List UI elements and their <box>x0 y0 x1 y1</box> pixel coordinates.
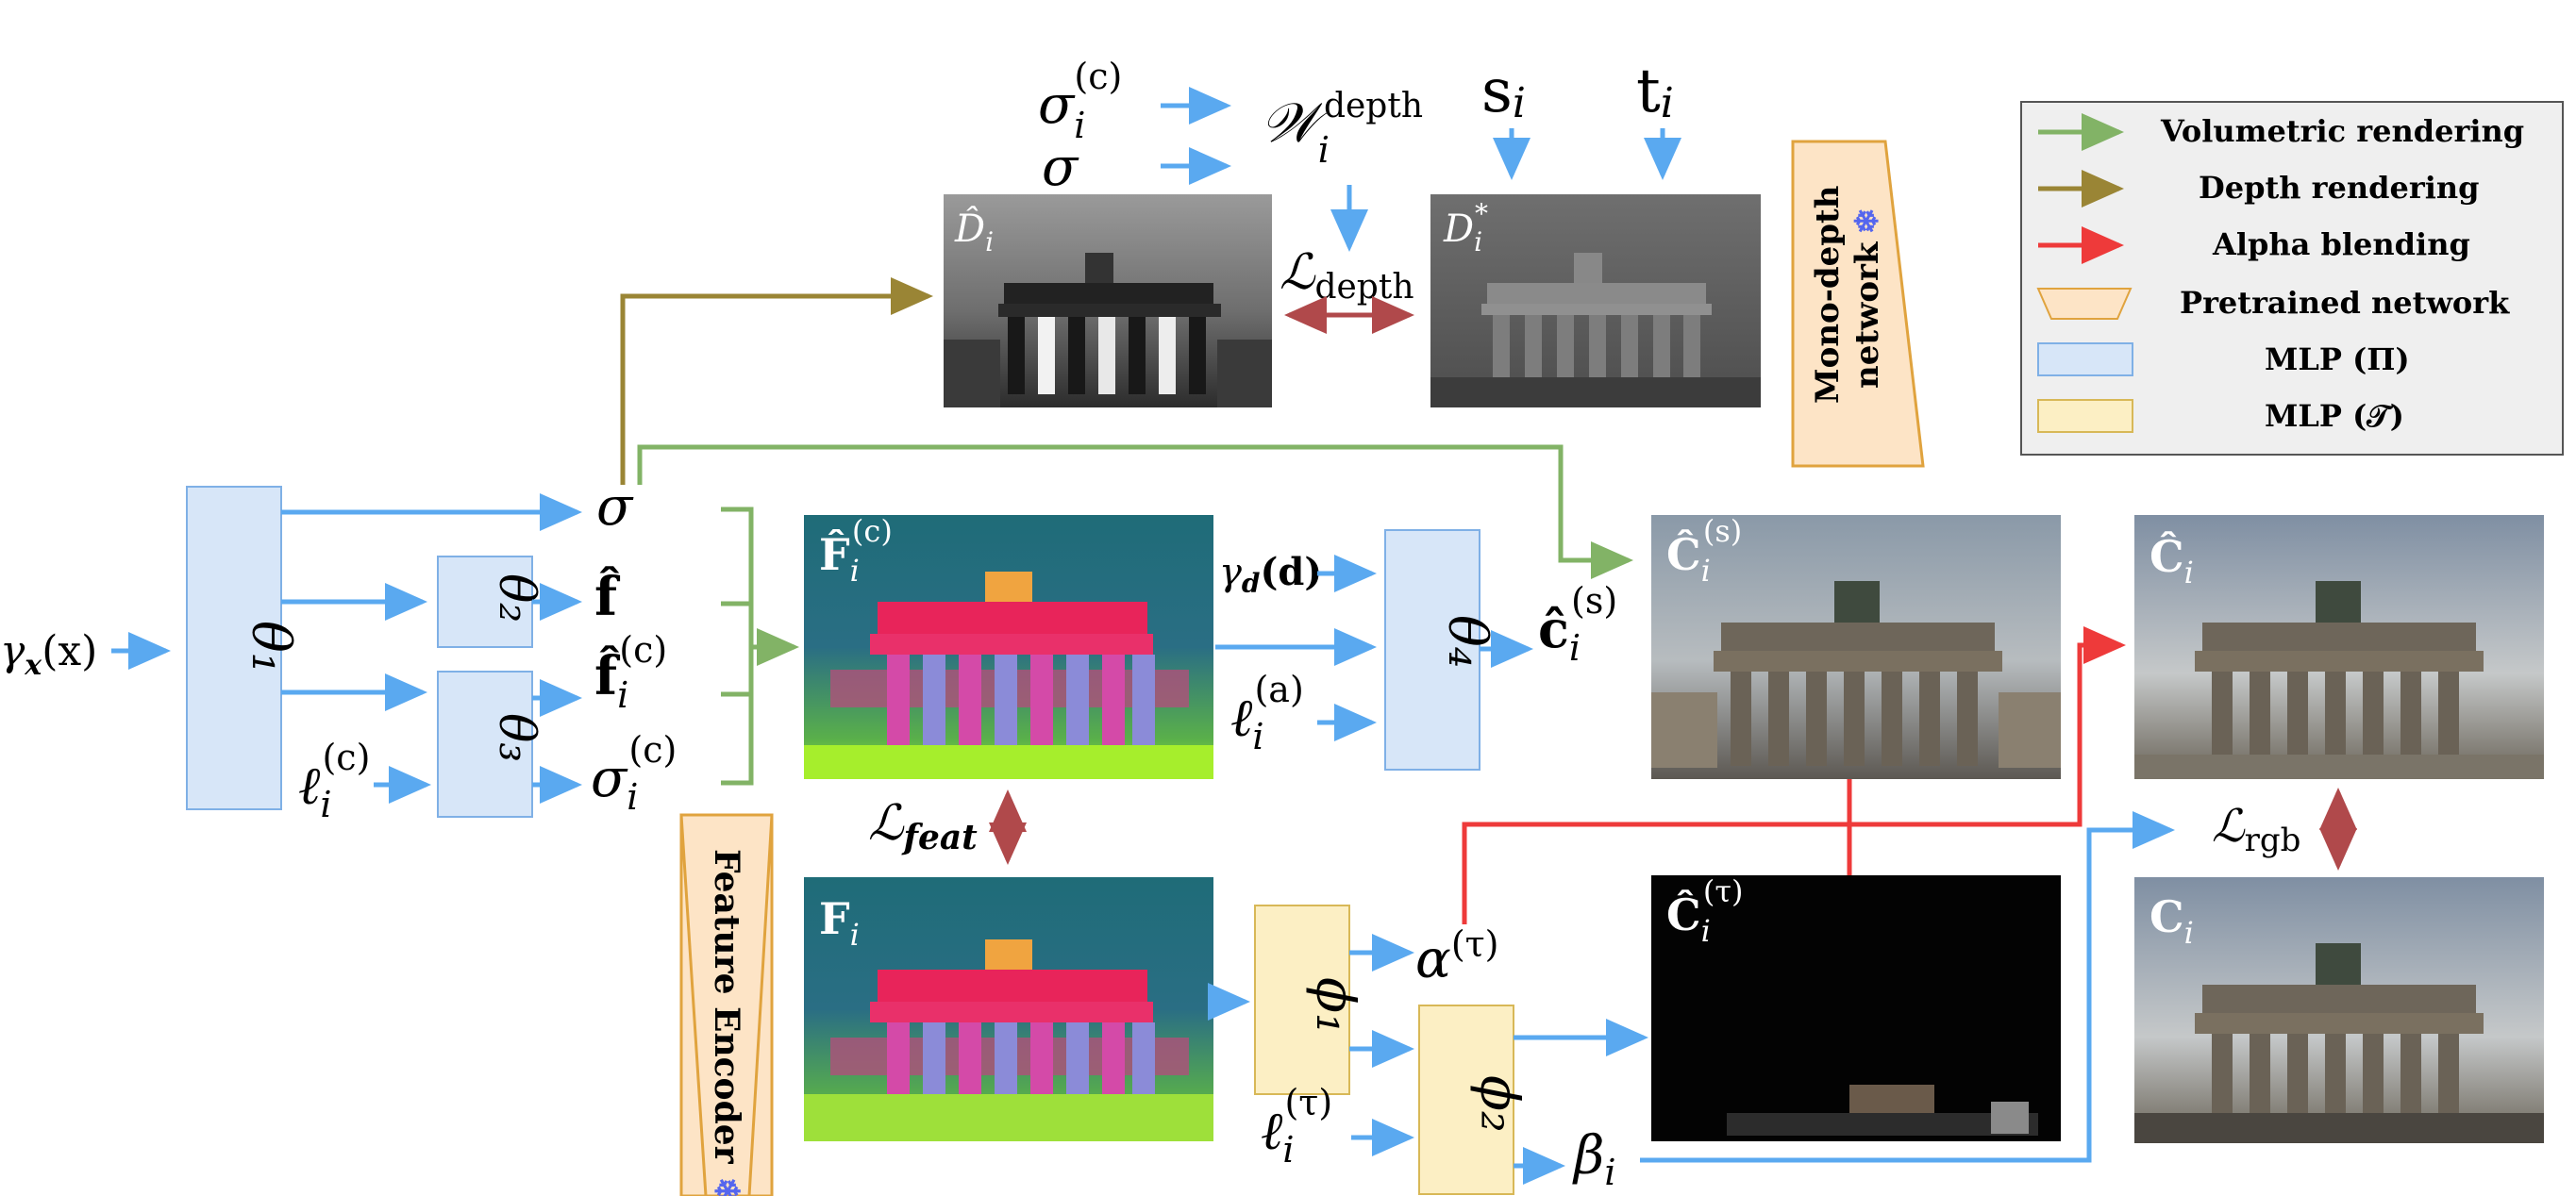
alpha-blending-path <box>1462 779 1852 924</box>
rendered-depth-image: D̂i <box>944 194 1272 407</box>
legend-volumetric-label: Volumetric rendering <box>2160 113 2524 149</box>
svg-text:Ĉi(τ): Ĉi(τ) <box>1666 873 1744 949</box>
rendered-feature-image: F̂i(c) <box>804 513 1213 779</box>
top-sigma: σ <box>1042 137 1079 198</box>
alpha-blend-out <box>1849 626 2126 827</box>
phi1-label: ϕ₁ <box>1304 977 1365 1035</box>
beta-output: βi <box>1572 1125 1616 1193</box>
depth-loss-label: ℒdepth <box>1280 244 1414 307</box>
svg-text:Fi: Fi <box>819 893 860 953</box>
svg-text:Ci: Ci <box>2149 891 2194 951</box>
l-t-input: ℓi(τ) <box>1261 1082 1332 1171</box>
mono-depth-label-2: network❄ <box>1848 208 1886 389</box>
feature-encoder: Feature Encoder❄ <box>679 813 774 1196</box>
depth-rendering-path <box>620 277 933 485</box>
mono-depth-image: Di* <box>1430 194 1761 407</box>
c-hat-s-output: ĉi(s) <box>1538 580 1617 669</box>
svg-text:Ĉi(s): Ĉi(s) <box>1666 513 1742 589</box>
svg-text:Ĉi: Ĉi <box>2149 530 2194 590</box>
theta3-mlp <box>437 671 533 818</box>
theta3-label: θ₃ <box>488 713 544 762</box>
snowflake-icon: ❄ <box>1848 208 1886 235</box>
theta4-mlp <box>1384 529 1480 771</box>
theta1-mlp <box>186 486 282 810</box>
legend-mlp-pi-label: MLP (Π) <box>2265 341 2410 377</box>
encoded-feature-image: Fi <box>804 877 1213 1141</box>
svg-text:D̂i: D̂i <box>954 208 994 257</box>
theta4-label: θ₄ <box>1436 615 1497 668</box>
l-a-input: ℓi(a) <box>1230 669 1304 757</box>
theta2-label: θ₂ <box>488 573 544 623</box>
legend-mlp-t-label: MLP (𝒯) <box>2265 398 2404 434</box>
top-sigma-c: σi(c) <box>1038 56 1122 146</box>
f-hat-c-output: f̂i(c) <box>594 629 667 716</box>
mono-depth-network: Mono-depth network❄ <box>1791 140 1925 468</box>
sigma-c-output: σi(c) <box>591 729 677 818</box>
gamma-d-input: γd(d) <box>1219 550 1322 599</box>
legend-alpha-label: Alpha blending <box>2212 226 2470 262</box>
snowflake-icon-2: ❄ <box>707 1177 746 1196</box>
feature-encoder-label: Feature Encoder❄ <box>707 849 746 1196</box>
legend-pretrained-label: Pretrained network <box>2180 285 2510 321</box>
theta1-label: θ₁ <box>240 621 301 673</box>
t-i-label: ti <box>1636 57 1674 127</box>
transient-render-image: Ĉi(τ) <box>1651 873 2061 1141</box>
static-render-image: Ĉi(s) <box>1651 513 2061 779</box>
sigma-output: σ <box>596 476 634 538</box>
phi1-mlp <box>1254 905 1350 1095</box>
phi2-mlp <box>1418 1005 1514 1195</box>
ground-truth-image: Ci <box>2134 877 2544 1143</box>
svg-text:F̂i(c): F̂i(c) <box>819 513 893 589</box>
composited-render-image: Ĉi <box>2134 515 2544 779</box>
theta2-mlp <box>437 556 533 648</box>
feat-loss-label: ℒfeat <box>868 795 978 857</box>
legend-mlp-t-box <box>2037 399 2133 433</box>
depth-section: σi(c) σ 𝒲idepth si ti D̂i <box>944 56 1761 407</box>
alpha-t-output: α(τ) <box>1415 923 1499 990</box>
l-c-input: ℓi(c) <box>298 737 370 825</box>
mono-depth-label: Mono-depth <box>1809 186 1847 404</box>
legend: Volumetric rendering Depth rendering Alp… <box>2020 101 2564 456</box>
legend-frame <box>2020 101 2564 456</box>
w-depth-label: 𝒲idepth <box>1261 87 1423 171</box>
volumetric-rendering-path <box>637 444 1633 579</box>
f-hat-output: f̂ <box>594 565 621 628</box>
legend-depth-label: Depth rendering <box>2199 170 2480 206</box>
rgb-loss-label: ℒrgb <box>2212 800 2300 859</box>
svg-text:Di*: Di* <box>1443 198 1488 257</box>
phi2-label: ϕ₂ <box>1468 1075 1530 1133</box>
gamma-x-input: γx(x) <box>0 627 97 682</box>
beta-to-loss-path <box>1640 811 2175 1163</box>
s-i-label: si <box>1481 57 1526 127</box>
legend-pretrained-trapezoid <box>2036 288 2133 320</box>
feature-bracket <box>721 507 754 786</box>
legend-mlp-pi-box <box>2037 342 2133 376</box>
